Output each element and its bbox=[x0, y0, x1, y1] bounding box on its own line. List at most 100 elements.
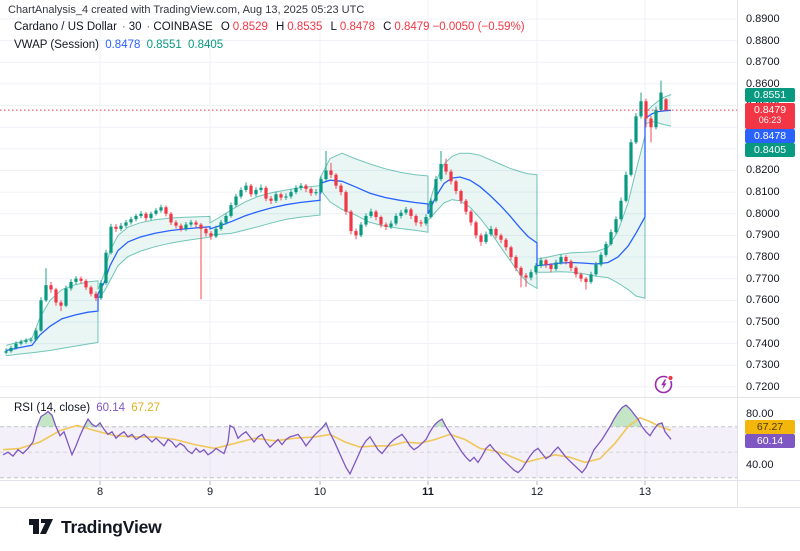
candle-body bbox=[179, 225, 183, 229]
candle-body bbox=[89, 287, 93, 294]
price-axis-label: 0.8700 bbox=[746, 56, 780, 69]
high-value: 0.8535 bbox=[287, 21, 323, 33]
candle-body bbox=[524, 275, 528, 278]
candle-body bbox=[399, 212, 403, 216]
low-value: 0.8478 bbox=[339, 21, 376, 33]
candle-body bbox=[149, 213, 153, 219]
candle-body bbox=[579, 274, 583, 279]
candle-body bbox=[19, 341, 23, 344]
candle-body bbox=[644, 101, 648, 119]
candle-body bbox=[514, 257, 518, 268]
rsi-legend-row[interactable]: RSI (14, close) 60.14 67.27 bbox=[14, 402, 163, 414]
candle-body bbox=[449, 171, 453, 182]
tradingview-logo[interactable]: TradingView bbox=[28, 516, 162, 538]
candle-body bbox=[369, 211, 373, 216]
candle-body bbox=[244, 185, 248, 190]
candle-body bbox=[99, 283, 103, 299]
candle-body bbox=[564, 257, 568, 262]
vwap-legend-row[interactable]: VWAP (Session) 0.8478 0.8551 0.8405 bbox=[14, 39, 226, 51]
candle-body bbox=[309, 188, 313, 194]
gridlines bbox=[0, 0, 737, 480]
legend-separator: · bbox=[146, 21, 151, 33]
axis-price-badge: 0.8405 bbox=[745, 143, 795, 157]
candle-body bbox=[344, 192, 348, 212]
candle-body bbox=[214, 228, 218, 237]
candle-body bbox=[314, 192, 318, 194]
candle-body bbox=[619, 200, 623, 220]
candle-body bbox=[94, 293, 98, 299]
vwap-value: 0.8478 bbox=[105, 39, 141, 51]
alert-dot bbox=[667, 374, 674, 382]
candle-body bbox=[74, 278, 78, 282]
lightning-icon bbox=[654, 374, 674, 394]
candle-body bbox=[504, 239, 508, 248]
candle-body bbox=[24, 340, 28, 342]
candle-body bbox=[259, 187, 263, 190]
time-axis-label[interactable]: 11 bbox=[422, 486, 434, 498]
time-axis-label[interactable]: 8 bbox=[96, 486, 104, 498]
candle-body bbox=[404, 209, 408, 213]
candle-body bbox=[274, 194, 278, 201]
candle-body bbox=[494, 228, 498, 236]
candle-body bbox=[549, 264, 553, 269]
candle-body bbox=[484, 234, 488, 242]
candle-body bbox=[39, 300, 43, 331]
candle-body bbox=[554, 262, 558, 269]
candle-body bbox=[194, 222, 198, 225]
candle-body bbox=[424, 217, 428, 224]
rsi-label[interactable]: RSI (14, close) bbox=[14, 402, 91, 414]
candle-body bbox=[174, 222, 178, 226]
time-axis-label[interactable]: 9 bbox=[206, 486, 214, 498]
candle-body bbox=[299, 185, 303, 188]
candle-body bbox=[239, 189, 243, 197]
candle-body bbox=[9, 347, 13, 352]
candle-body bbox=[324, 170, 328, 180]
price-axis-label: 0.8600 bbox=[746, 77, 780, 90]
price-axis-label: 0.7900 bbox=[746, 229, 780, 242]
candle-body bbox=[444, 163, 448, 172]
candle-body bbox=[394, 215, 398, 224]
candle-body bbox=[79, 278, 83, 281]
candle-body bbox=[624, 174, 628, 201]
candle-body bbox=[539, 260, 543, 266]
high-label: H bbox=[275, 21, 285, 33]
rsi-value: 60.14 bbox=[96, 402, 126, 414]
candle-body bbox=[104, 252, 108, 284]
candle-body bbox=[409, 209, 413, 216]
time-axis-label[interactable]: 10 bbox=[313, 486, 327, 498]
symbol-legend-row[interactable]: Cardano / US Dollar · 30 · COINBASE O 0.8529 H 0… bbox=[14, 21, 528, 33]
price-axis-label: 0.8200 bbox=[746, 164, 780, 177]
candle-body bbox=[569, 261, 573, 268]
candle-body bbox=[574, 267, 578, 275]
candle-body bbox=[254, 189, 258, 195]
candle-body bbox=[284, 196, 288, 198]
candle-body bbox=[279, 194, 283, 198]
flash-order-button[interactable] bbox=[653, 373, 675, 395]
chart-watermark: ChartAnalysis_4 created with TradingView… bbox=[8, 4, 365, 16]
candle-body bbox=[34, 330, 38, 340]
candle-body bbox=[329, 170, 333, 175]
candle-body bbox=[264, 187, 268, 199]
candle-body bbox=[54, 289, 58, 303]
candle-body bbox=[489, 228, 493, 235]
candle-body bbox=[414, 215, 418, 223]
price-axis-label: 0.7600 bbox=[746, 294, 780, 307]
candle-body bbox=[304, 185, 308, 189]
interval-value[interactable]: 30 bbox=[128, 21, 142, 33]
tradingview-glyph-icon bbox=[29, 519, 53, 534]
candle-body bbox=[64, 288, 68, 306]
candle-body bbox=[634, 116, 638, 143]
close-value: 0.8479 bbox=[394, 21, 430, 33]
time-axis-label[interactable]: 12 bbox=[530, 486, 544, 498]
candle-body bbox=[434, 179, 438, 201]
footer-bar: TradingView bbox=[0, 508, 800, 551]
candle-body bbox=[469, 211, 473, 223]
time-axis-label[interactable]: 13 bbox=[638, 486, 652, 498]
candle-body bbox=[459, 191, 463, 201]
candle-body bbox=[229, 205, 233, 216]
candle-body bbox=[139, 213, 143, 216]
symbol-name[interactable]: Cardano / US Dollar bbox=[14, 21, 117, 33]
vwap-label[interactable]: VWAP (Session) bbox=[14, 39, 99, 51]
candle-body bbox=[204, 228, 208, 234]
